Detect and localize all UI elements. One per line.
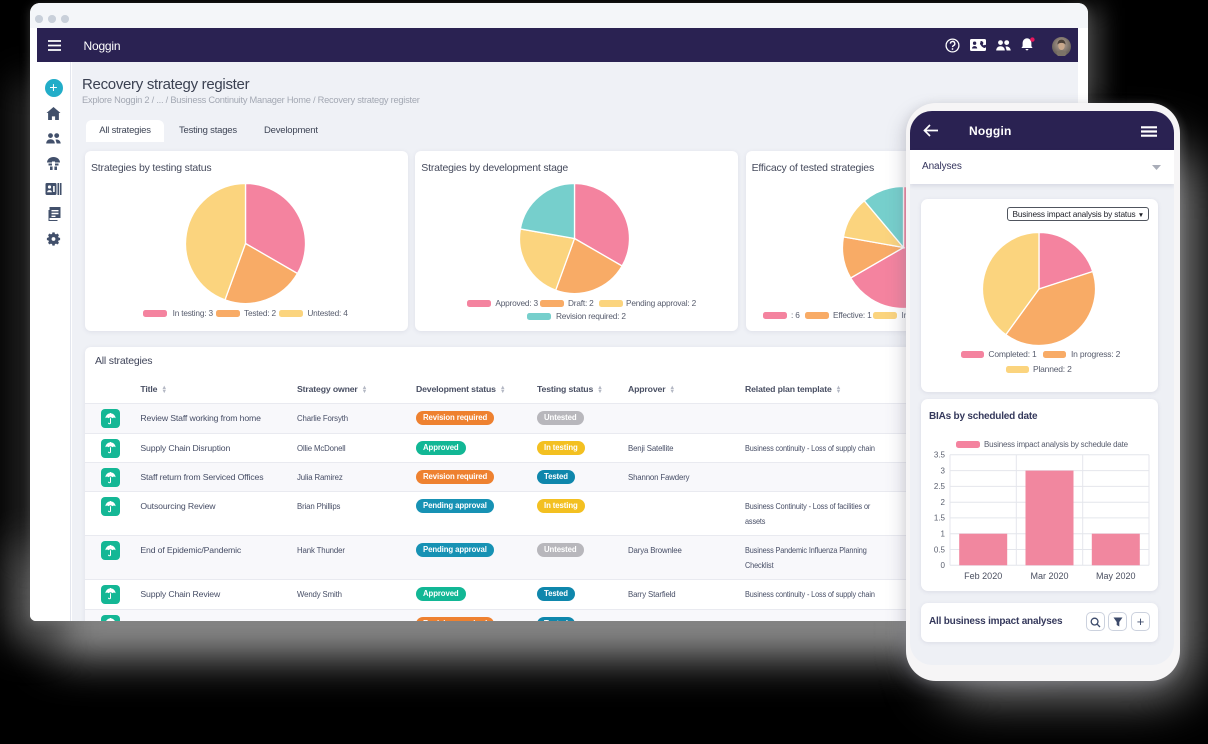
svg-text:0.5: 0.5 <box>934 545 946 554</box>
svg-text:1.5: 1.5 <box>934 514 946 523</box>
svg-text:1: 1 <box>941 529 946 538</box>
svg-text:2.5: 2.5 <box>934 482 946 491</box>
svg-text:3: 3 <box>941 466 946 475</box>
svg-text:Feb 2020: Feb 2020 <box>964 571 1002 581</box>
svg-text:Mar 2020: Mar 2020 <box>1030 571 1068 581</box>
svg-text:3.5: 3.5 <box>934 451 946 460</box>
svg-text:0: 0 <box>941 561 946 570</box>
svg-text:May 2020: May 2020 <box>1096 571 1136 581</box>
svg-text:2: 2 <box>941 498 946 507</box>
